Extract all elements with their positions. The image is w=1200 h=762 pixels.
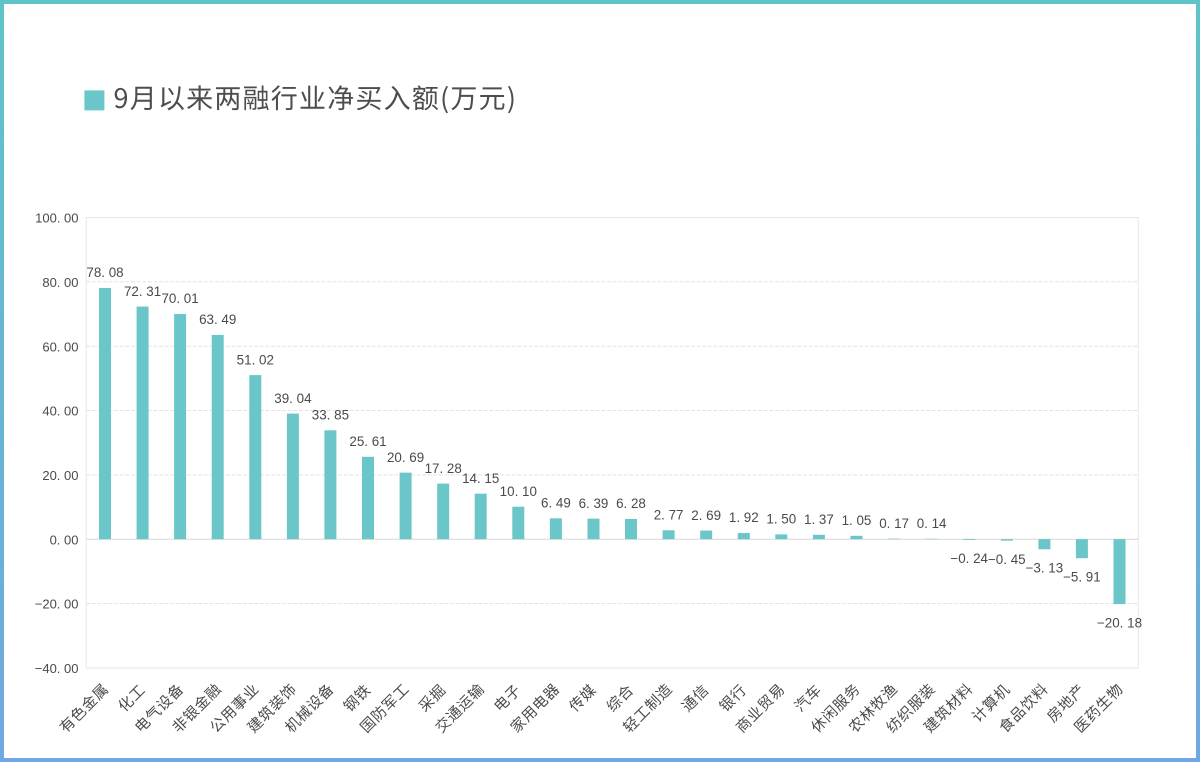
- svg-text:0. 14: 0. 14: [917, 516, 947, 531]
- svg-text:39. 04: 39. 04: [274, 391, 312, 406]
- svg-text:−0. 45: −0. 45: [988, 552, 1026, 567]
- svg-text:51. 02: 51. 02: [237, 352, 274, 367]
- svg-text:2. 77: 2. 77: [654, 507, 684, 522]
- svg-text:70. 01: 70. 01: [161, 291, 198, 306]
- svg-text:−5. 91: −5. 91: [1063, 569, 1101, 584]
- svg-text:72. 31: 72. 31: [124, 284, 161, 299]
- svg-text:1. 92: 1. 92: [729, 510, 759, 525]
- svg-text:0. 00: 0. 00: [50, 532, 79, 547]
- svg-text:6. 28: 6. 28: [616, 496, 646, 511]
- svg-text:1. 05: 1. 05: [842, 513, 872, 528]
- svg-text:−40. 00: −40. 00: [35, 661, 79, 676]
- svg-text:10. 10: 10. 10: [500, 484, 537, 499]
- svg-text:25. 61: 25. 61: [349, 434, 386, 449]
- svg-text:1. 50: 1. 50: [766, 512, 796, 527]
- svg-text:20. 00: 20. 00: [42, 468, 78, 483]
- svg-text:78. 08: 78. 08: [86, 265, 123, 280]
- svg-text:6. 39: 6. 39: [579, 496, 609, 511]
- svg-text:63. 49: 63. 49: [199, 312, 236, 327]
- svg-text:−3. 13: −3. 13: [1026, 560, 1064, 575]
- svg-text:2. 69: 2. 69: [691, 508, 721, 523]
- svg-text:1. 37: 1. 37: [804, 512, 834, 527]
- svg-text:40. 00: 40. 00: [42, 404, 78, 419]
- svg-text:17. 28: 17. 28: [425, 461, 462, 476]
- svg-text:60. 00: 60. 00: [42, 339, 78, 354]
- svg-text:−20. 00: −20. 00: [35, 597, 79, 612]
- svg-text:−20. 18: −20. 18: [1097, 615, 1142, 630]
- svg-text:20. 69: 20. 69: [387, 450, 424, 465]
- svg-text:−0. 24: −0. 24: [950, 551, 988, 566]
- svg-text:6. 49: 6. 49: [541, 496, 571, 511]
- svg-text:33. 85: 33. 85: [312, 408, 349, 423]
- svg-text:80. 00: 80. 00: [42, 275, 78, 290]
- svg-text:0. 17: 0. 17: [879, 516, 909, 531]
- svg-text:14. 15: 14. 15: [462, 471, 499, 486]
- svg-text:100. 00: 100. 00: [35, 211, 78, 226]
